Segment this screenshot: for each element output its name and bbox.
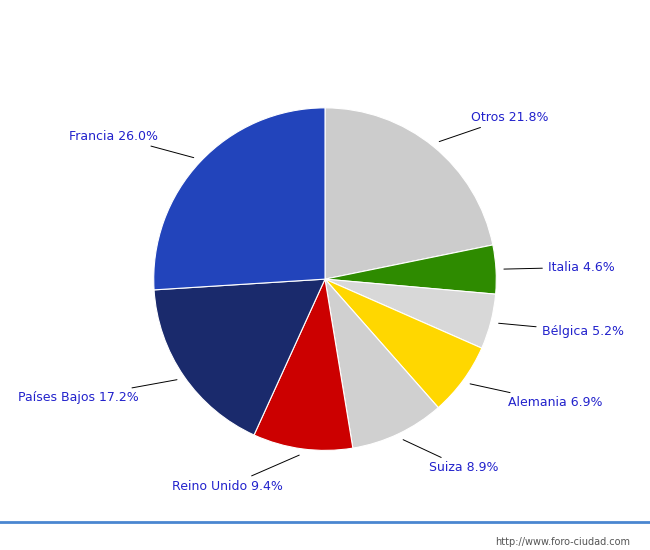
Text: Suiza 8.9%: Suiza 8.9%	[403, 439, 499, 475]
Wedge shape	[154, 108, 325, 290]
Text: Reino Unido 9.4%: Reino Unido 9.4%	[172, 455, 299, 493]
Wedge shape	[325, 108, 493, 279]
Wedge shape	[325, 279, 438, 448]
Wedge shape	[325, 279, 495, 348]
Text: Italia 4.6%: Italia 4.6%	[504, 261, 615, 274]
Wedge shape	[254, 279, 353, 450]
Wedge shape	[325, 245, 496, 294]
Wedge shape	[325, 279, 482, 408]
Wedge shape	[154, 279, 325, 435]
Text: Bélgica 5.2%: Bélgica 5.2%	[499, 323, 623, 338]
Text: Llagostera - Turistas extranjeros según país - Abril de 2024: Llagostera - Turistas extranjeros según …	[88, 15, 562, 31]
Text: Alemania 6.9%: Alemania 6.9%	[470, 384, 603, 409]
Text: Otros 21.8%: Otros 21.8%	[439, 111, 549, 141]
Text: http://www.foro-ciudad.com: http://www.foro-ciudad.com	[495, 537, 630, 547]
Text: Países Bajos 17.2%: Países Bajos 17.2%	[18, 379, 177, 404]
Text: Francia 26.0%: Francia 26.0%	[70, 130, 194, 158]
